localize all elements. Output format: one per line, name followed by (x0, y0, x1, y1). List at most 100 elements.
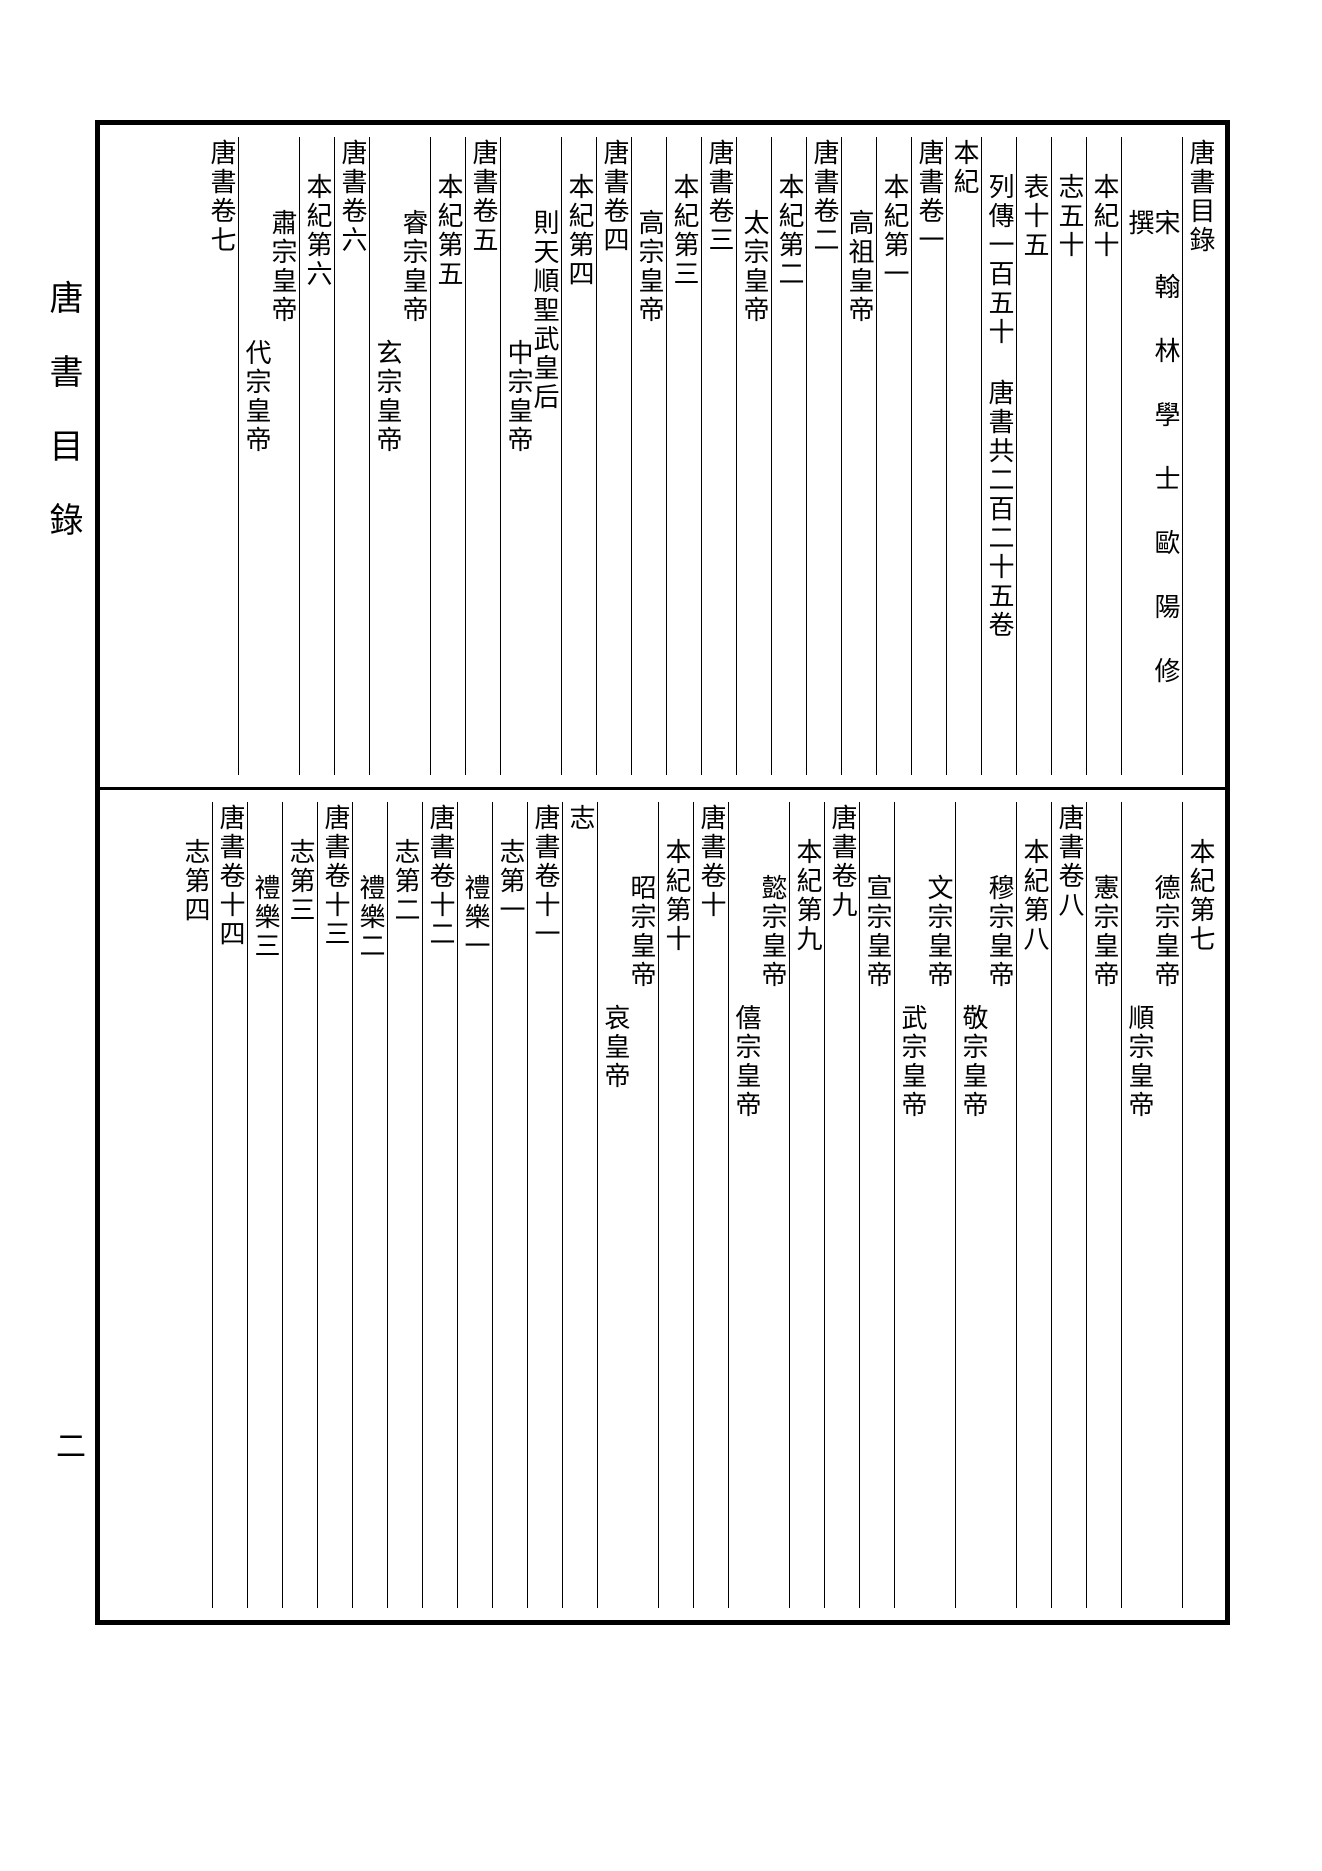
column-text-secondary: 武宗皇帝 (899, 1004, 925, 1603)
column-text: 表十五 (1021, 173, 1047, 770)
column-text: 唐書卷八 (1056, 804, 1082, 1603)
column-text: 志第三 (287, 838, 313, 1603)
text-column: 唐書卷九 (825, 802, 860, 1608)
column-text: 德宗皇帝 (1152, 874, 1178, 1603)
column-text: 唐書卷三 (706, 139, 732, 770)
margin-title: 唐書目錄 (38, 280, 87, 576)
column-text: 唐書卷五 (470, 139, 496, 770)
column-text: 本紀第九 (794, 838, 820, 1603)
text-column: 唐書卷三 (702, 137, 737, 775)
bottom-half: 本紀第七德宗皇帝順宗皇帝憲宗皇帝唐書卷八本紀第八穆宗皇帝敬宗皇帝文宗皇帝武宗皇帝… (100, 790, 1225, 1620)
column-text: 唐書卷二 (811, 139, 837, 770)
text-column: 唐書卷五 (466, 137, 501, 775)
text-column: 禮樂三 (248, 802, 283, 1608)
text-column: 本紀第八 (1017, 802, 1052, 1608)
text-column: 本紀第十 (659, 802, 694, 1608)
column-text: 唐書卷六 (339, 139, 365, 770)
text-column: 穆宗皇帝敬宗皇帝 (956, 802, 1017, 1608)
column-text: 志第四 (182, 838, 208, 1603)
column-text: 列傳一百五十 唐書共二百二十五卷 (986, 173, 1012, 770)
text-column: 本紀第七 (1183, 802, 1217, 1608)
column-text: 本紀第八 (1021, 838, 1047, 1603)
column-text: 本紀 (951, 139, 977, 770)
column-text: 唐書卷十二 (427, 804, 453, 1603)
text-column: 本紀第五 (431, 137, 466, 775)
text-column: 唐書卷八 (1052, 802, 1087, 1608)
top-half: 唐書目錄宋翰林學士歐陽修撰本紀十志五十表十五列傳一百五十 唐書共二百二十五卷本紀… (100, 125, 1225, 790)
text-column: 列傳一百五十 唐書共二百二十五卷 (982, 137, 1017, 775)
column-text: 穆宗皇帝 (986, 874, 1012, 1603)
text-column: 德宗皇帝順宗皇帝 (1122, 802, 1183, 1608)
column-text: 本紀第六 (304, 173, 330, 770)
column-text: 憲宗皇帝 (1091, 874, 1117, 1603)
column-text: 本紀十 (1091, 173, 1117, 770)
column-text: 本紀第一 (881, 173, 907, 770)
column-text: 志第一 (497, 838, 523, 1603)
text-column: 本紀第一 (877, 137, 912, 775)
column-text: 宣宗皇帝 (864, 874, 890, 1603)
column-text: 高宗皇帝 (636, 209, 662, 770)
column-text-secondary: 敬宗皇帝 (960, 1004, 986, 1603)
text-column: 志第四 (178, 802, 213, 1608)
column-text: 唐書卷九 (829, 804, 855, 1603)
column-text: 太宗皇帝 (741, 209, 767, 770)
text-column: 太宗皇帝 (737, 137, 772, 775)
text-column: 昭宗皇帝哀皇帝 (598, 802, 659, 1608)
text-column: 唐書卷十三 (318, 802, 353, 1608)
column-text: 唐書卷十四 (217, 804, 243, 1603)
column-text-secondary: 中宗皇帝 (505, 339, 531, 770)
column-text-secondary: 順宗皇帝 (1126, 1004, 1152, 1603)
text-column: 睿宗皇帝玄宗皇帝 (370, 137, 431, 775)
text-column: 唐書卷十四 (213, 802, 248, 1608)
text-column: 志第二 (388, 802, 423, 1608)
text-column: 志第一 (493, 802, 528, 1608)
column-text: 禮樂一 (462, 874, 488, 1603)
text-column: 志 (563, 802, 598, 1608)
column-text: 唐書卷十 (698, 804, 724, 1603)
text-column: 禮樂二 (353, 802, 388, 1608)
column-text: 志 (567, 804, 593, 1603)
column-text: 肅宗皇帝 (269, 209, 295, 770)
text-column: 宋翰林學士歐陽修撰 (1122, 137, 1183, 775)
column-text: 文宗皇帝 (925, 874, 951, 1603)
text-column: 則天順聖武皇后中宗皇帝 (501, 137, 562, 775)
text-column: 唐書卷四 (597, 137, 632, 775)
column-text: 禮樂三 (252, 874, 278, 1603)
column-text: 唐書卷七 (208, 139, 234, 770)
text-column: 唐書卷十二 (423, 802, 458, 1608)
text-column: 志五十 (1052, 137, 1087, 775)
column-text: 唐書卷十三 (322, 804, 348, 1603)
text-column: 高祖皇帝 (842, 137, 877, 775)
column-text: 唐書卷十一 (532, 804, 558, 1603)
text-column: 唐書卷二 (807, 137, 842, 775)
text-column: 禮樂一 (458, 802, 493, 1608)
page-number: 二 (45, 1430, 89, 1460)
column-text: 本紀第七 (1187, 838, 1213, 1603)
text-column: 唐書卷六 (335, 137, 370, 775)
text-column: 唐書目錄 (1183, 137, 1217, 775)
text-column: 本紀第四 (562, 137, 597, 775)
column-text: 本紀第三 (671, 173, 697, 770)
text-column: 唐書卷七 (204, 137, 239, 775)
text-column: 本紀十 (1087, 137, 1122, 775)
text-column: 憲宗皇帝 (1087, 802, 1122, 1608)
text-column: 唐書卷十 (694, 802, 729, 1608)
text-column: 本紀第二 (772, 137, 807, 775)
text-column: 本紀第九 (790, 802, 825, 1608)
column-text: 志五十 (1056, 173, 1082, 770)
text-column: 宣宗皇帝 (860, 802, 895, 1608)
column-text-secondary: 代宗皇帝 (243, 339, 269, 770)
column-text: 宋翰林學士歐陽修撰 (1126, 209, 1178, 770)
text-column: 文宗皇帝武宗皇帝 (895, 802, 956, 1608)
text-column: 唐書卷一 (912, 137, 947, 775)
column-text: 唐書卷四 (601, 139, 627, 770)
column-text: 唐書目錄 (1187, 139, 1213, 770)
column-text-secondary: 哀皇帝 (602, 1004, 628, 1603)
column-text: 睿宗皇帝 (400, 209, 426, 770)
column-text: 禮樂二 (357, 874, 383, 1603)
column-text-secondary: 僖宗皇帝 (733, 1004, 759, 1603)
column-text: 則天順聖武皇后 (531, 209, 557, 770)
column-text: 懿宗皇帝 (759, 874, 785, 1603)
text-column: 志第三 (283, 802, 318, 1608)
text-column: 懿宗皇帝僖宗皇帝 (729, 802, 790, 1608)
